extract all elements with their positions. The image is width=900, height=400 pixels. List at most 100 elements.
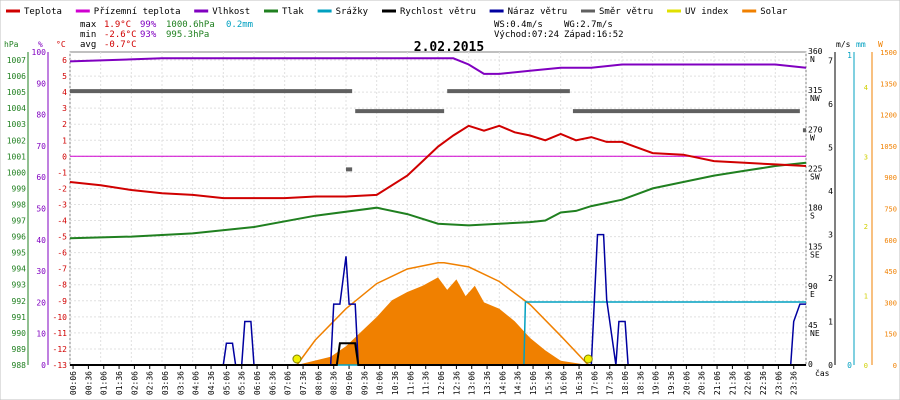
stat-wg: WG:2.7m/s [564,20,613,30]
tick-temp-13: -7 [57,265,67,274]
tick-hpa-7: 1000 [7,168,26,177]
tick-ms-1: 6 [828,100,833,109]
tick-time-47: 23:36 [790,371,799,395]
tick-time-3: 01:36 [115,371,124,395]
legend-label-4: Srážky [336,7,369,17]
tick-pct-2: 80 [36,111,46,120]
tick-dir-name-2: W [810,133,815,142]
tick-mm-0: 1 [847,51,852,60]
tick-pct-10: 0 [41,361,46,370]
tick-time-40: 20:06 [682,371,691,395]
tick-temp-10: -4 [57,217,67,226]
tick-temp-2: 4 [62,88,67,97]
stat-min-press: 995.3hPa [166,30,209,40]
tick-dir-0: 360 [808,47,823,56]
tick-dir-name-3: SW [810,172,820,181]
tick-temp-1: 5 [62,72,67,81]
tick-temp-9: -3 [57,200,67,209]
tick-hpa-15: 992 [12,297,27,306]
tick-time-12: 06:06 [253,371,262,395]
legend-label-5: Rychlost větru [400,7,476,17]
tick-time-14: 07:06 [284,371,293,395]
tick-uv-1: 3 [864,153,868,161]
tick-w-10: 0 [893,362,897,370]
tick-dir-2: 270 [808,125,823,134]
legend-label-7: Směr větru [599,7,653,17]
tick-dir-3: 225 [808,164,823,173]
stat-ws: WS:0.4m/s [494,20,543,30]
tick-uv-4: 0 [864,362,868,370]
tick-time-5: 02:36 [146,371,155,395]
tick-pct-4: 60 [36,173,46,182]
tick-dir-name-0: N [810,55,815,64]
tick-hpa-6: 1001 [7,152,26,161]
stat-avg-label: avg [80,40,96,50]
tick-time-21: 10:36 [391,371,400,395]
tick-pct-8: 20 [36,298,46,307]
tick-w-5: 750 [884,206,897,214]
tick-pct-7: 30 [36,267,46,276]
axis-time-label: čas [815,368,830,378]
tick-hpa-16: 991 [12,313,27,322]
stat-avg-temp: -0.7°C [104,40,137,50]
tick-time-18: 09:06 [345,371,354,395]
tick-time-28: 14:06 [498,371,507,395]
tick-ms-6: 1 [828,318,833,327]
stat-max-hum: 99% [140,20,157,30]
tick-time-16: 08:06 [314,371,323,395]
tick-time-25: 12:36 [452,371,461,395]
tick-w-0: 1500 [880,49,897,57]
tick-temp-6: 0 [62,152,67,161]
tick-time-19: 09:36 [360,371,369,395]
tick-hpa-1: 1006 [7,72,26,81]
tick-ms-0: 7 [828,57,833,66]
tick-time-46: 23:06 [774,371,783,395]
tick-temp-4: 2 [62,120,67,129]
tick-hpa-14: 993 [12,281,27,290]
stat-max-temp: 1.9°C [104,20,131,30]
tick-temp-18: -12 [53,345,68,354]
series-wind-speed [70,342,806,366]
tick-dir-name-7: NE [810,329,820,338]
tick-time-4: 02:06 [130,371,139,395]
tick-w-6: 600 [884,237,897,245]
tick-hpa-2: 1005 [7,88,26,97]
tick-uv-0: 4 [864,84,868,92]
series-solar [296,277,589,365]
axis-temp-label: °C [56,40,66,49]
tick-time-2: 01:06 [100,371,109,395]
tick-time-9: 04:36 [207,371,216,395]
tick-temp-8: -2 [57,184,67,193]
tick-w-3: 1050 [880,143,897,151]
tick-hpa-19: 988 [12,361,27,370]
tick-hpa-0: 1007 [7,56,26,65]
tick-hpa-17: 990 [12,329,27,338]
stat-min-temp: -2.6°C [104,30,137,40]
stat-max-press: 1000.6hPa [166,20,215,30]
tick-time-24: 12:06 [437,371,446,395]
tick-time-27: 13:36 [483,371,492,395]
tick-hpa-18: 989 [12,345,27,354]
axis-ms-label: m/s [836,40,851,49]
tick-pct-1: 90 [36,79,46,88]
tick-w-7: 450 [884,268,897,276]
tick-dir-8: 0 [808,360,813,369]
tick-time-22: 11:06 [406,371,415,395]
legend-label-2: Vlhkost [212,7,250,17]
tick-ms-4: 3 [828,231,833,240]
stat-sunrise: Východ:07:24 [494,30,559,40]
tick-time-30: 15:06 [529,371,538,395]
marker-uv-0 [292,354,302,364]
stat-rain: 0.2mm [226,20,253,30]
tick-time-39: 19:36 [667,371,676,395]
tick-time-38: 19:06 [652,371,661,395]
legend-label-0: Teplota [24,7,62,17]
tick-dir-7: 45 [808,321,818,330]
tick-w-8: 300 [884,299,897,307]
tick-hpa-10: 997 [12,217,27,226]
tick-time-7: 03:36 [176,371,185,395]
tick-time-43: 21:36 [728,371,737,395]
tick-mm-1: 0 [847,361,852,370]
axis-w-label: W [878,40,883,49]
tick-pct-5: 50 [36,205,46,214]
